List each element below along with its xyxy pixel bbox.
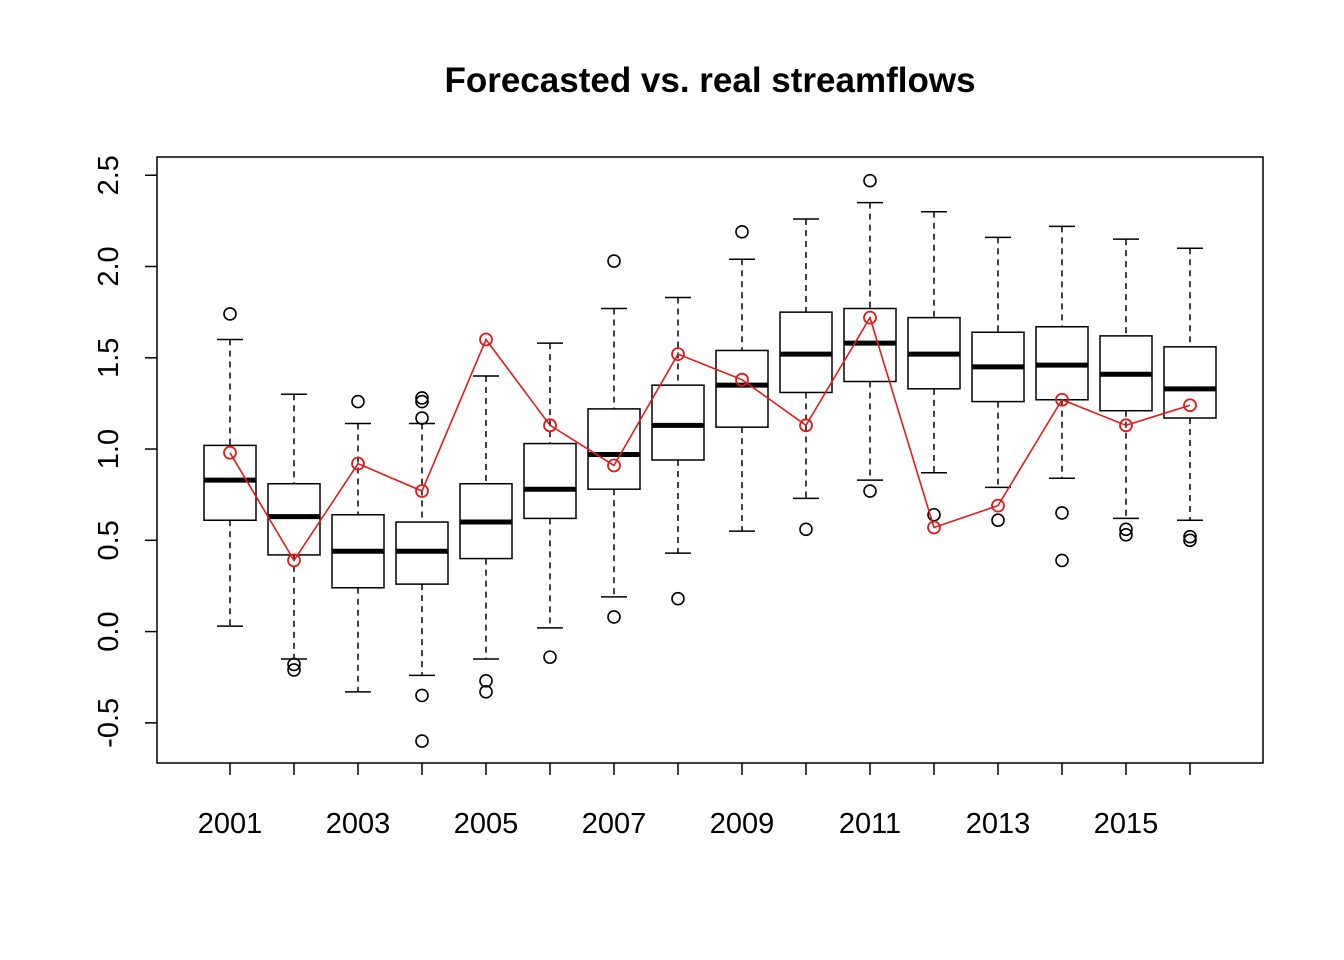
- real-streamflow-point: [351, 456, 365, 471]
- real-streamflow-point: [1183, 398, 1197, 413]
- real-streamflow-line: [229, 315, 1191, 562]
- outlier-point: [415, 391, 429, 405]
- outlier-point: [1183, 529, 1197, 544]
- real-streamflow-point: [927, 520, 941, 535]
- outlier-point: [1055, 506, 1069, 520]
- real-streamflow-point: [543, 418, 557, 433]
- x-tick-label: 2013: [966, 808, 1031, 840]
- x-tick-label: 2005: [454, 808, 519, 840]
- outlier-point: [287, 663, 301, 677]
- outlier-point: [863, 484, 877, 498]
- y-tick-label: 1.5: [93, 338, 125, 378]
- box-2007: [587, 408, 641, 490]
- box-2008: [651, 384, 705, 461]
- outlier-point: [607, 254, 621, 268]
- y-tick-label: 0.0: [93, 611, 125, 651]
- outlier-point: [799, 522, 813, 537]
- outlier-point: [863, 173, 877, 188]
- real-streamflow-point: [223, 445, 237, 460]
- x-tick-label: 2009: [710, 808, 775, 840]
- outlier-point: [543, 650, 557, 664]
- outlier-point: [671, 591, 685, 606]
- outlier-point: [415, 688, 429, 703]
- y-tick-label: 0.5: [93, 520, 125, 560]
- plot-frame: [156, 156, 1264, 764]
- real-streamflow-point: [1119, 418, 1133, 433]
- outlier-point: [1183, 533, 1197, 548]
- outlier-point: [991, 513, 1005, 528]
- outlier-point: [1119, 522, 1133, 537]
- x-tick-label: 2003: [326, 808, 391, 840]
- y-tick-label: 2.5: [93, 155, 125, 195]
- y-tick-label: -0.5: [93, 698, 125, 748]
- x-tick-label: 2007: [582, 808, 647, 840]
- real-streamflow-point: [799, 418, 813, 433]
- real-streamflow-point: [287, 553, 301, 568]
- outlier-point: [223, 307, 237, 321]
- box-2016: [1163, 346, 1217, 419]
- outlier-point: [415, 734, 429, 748]
- box-2006: [523, 442, 577, 520]
- real-streamflow-point: [1055, 392, 1069, 407]
- x-tick-label: 2001: [198, 808, 263, 840]
- real-streamflow-point: [671, 347, 685, 362]
- outlier-point: [415, 411, 429, 425]
- real-streamflow-point: [415, 484, 429, 498]
- y-tick-label: 2.0: [93, 246, 125, 286]
- outlier-point: [735, 225, 749, 239]
- real-streamflow-point: [479, 332, 493, 347]
- y-tick-label: 1.0: [93, 429, 125, 469]
- outlier-point: [1055, 553, 1069, 568]
- real-streamflow-point: [863, 310, 877, 325]
- chart-title: Forecasted vs. real streamflows: [444, 61, 975, 100]
- outlier-point: [351, 394, 365, 409]
- real-streamflow-point: [607, 458, 621, 473]
- box-2002: [267, 482, 321, 556]
- outlier-point: [607, 610, 621, 624]
- outlier-point: [415, 394, 429, 409]
- outlier-point: [479, 685, 493, 699]
- real-streamflow-point: [735, 372, 749, 387]
- outlier-point: [287, 657, 301, 672]
- plot-area: -0.5 0.0 0.5 1.0 1.5 2.0 2.5 2001 2003 2005 2007 20…: [93, 155, 1264, 840]
- box-2009: [715, 349, 769, 428]
- real-streamflow-point: [991, 498, 1005, 513]
- x-tick-label: 2011: [839, 808, 901, 840]
- x-tick-label: 2015: [1094, 808, 1159, 840]
- outlier-point: [1119, 528, 1133, 542]
- outlier-point: [479, 674, 493, 688]
